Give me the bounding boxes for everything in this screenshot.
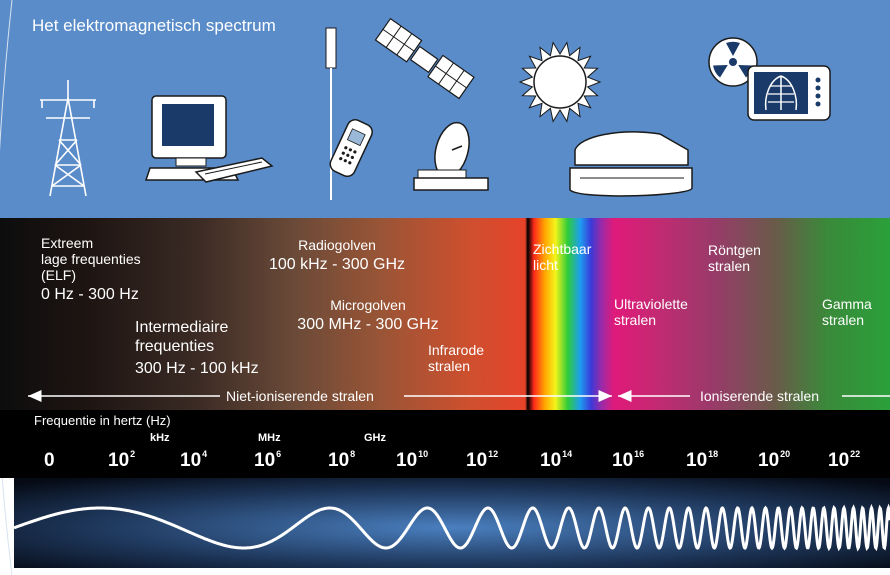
page-title: Het elektromagnetisch spectrum (32, 16, 276, 35)
uv-label: Ultraviolette stralen (614, 296, 688, 328)
frequency-tick: 1016 (612, 448, 645, 471)
non-ionizing-label: Niet-ioniserende stralen (226, 388, 374, 404)
satellite-dish-icon (413, 121, 489, 191)
computer-icon (144, 95, 274, 183)
spectrum-band (0, 218, 890, 410)
infrared-label: Infrarode stralen (428, 342, 485, 374)
frequency-tick: 102 (108, 448, 136, 471)
wave-panel (14, 478, 890, 568)
sun-icon (518, 41, 602, 123)
intermediate-label: Intermediaire frequenties 300 Hz - 100 k… (135, 319, 259, 377)
frequency-axis-title: Frequentie in hertz (Hz) (34, 413, 171, 428)
gamma-label: Gamma stralen (822, 296, 872, 328)
frequency-tick: 108 (328, 448, 356, 471)
frequency-tick: 104 (180, 448, 208, 471)
xray-icon (747, 65, 831, 121)
frequency-tick: 1020 (758, 448, 791, 471)
wave-line (13, 503, 890, 552)
khz-unit: kHz (150, 432, 170, 444)
xray-label: Röntgen stralen (708, 242, 761, 274)
frequency-strip (0, 410, 890, 478)
power-pylon-icon (40, 80, 96, 197)
microwave-label: Microgolven 300 MHz - 300 GHz (297, 297, 439, 333)
antenna-icon (325, 27, 337, 200)
frequency-tick: 1012 (466, 448, 499, 471)
frequency-tick: 1010 (396, 448, 429, 471)
ionizing-label: Ioniserende stralen (700, 388, 820, 404)
frequency-tick: 1014 (540, 448, 573, 471)
tanning-bed-icon (569, 131, 693, 197)
ghz-unit: GHz (364, 432, 386, 444)
radio-label: Radiogolven 100 kHz - 300 GHz (268, 237, 406, 273)
frequency-tick: 1018 (686, 448, 719, 471)
elf-label: Extreem lage frequenties (ELF) 0 Hz - 30… (41, 235, 141, 303)
frequency-tick: 106 (254, 448, 282, 471)
mhz-unit: MHz (258, 432, 281, 444)
visible-light-label: Zichtbaar licht (533, 241, 592, 273)
frequency-tick: 0 (44, 450, 55, 471)
mobile-phone-icon (329, 119, 373, 178)
frequency-tick: 1022 (828, 448, 861, 471)
satellite-icon (374, 17, 475, 100)
